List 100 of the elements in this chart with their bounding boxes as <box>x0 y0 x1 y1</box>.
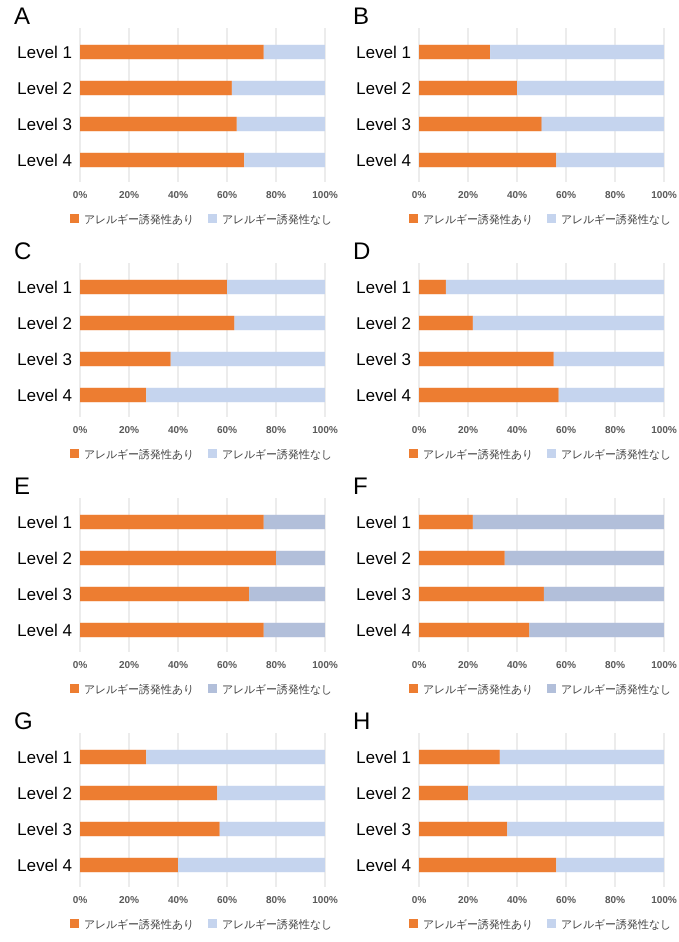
bar <box>544 586 664 602</box>
x-tick-label: 80% <box>266 660 286 671</box>
y-tick-label: Level 4 <box>356 151 411 170</box>
bar <box>264 622 325 638</box>
bar <box>419 280 446 294</box>
bar <box>504 550 664 566</box>
bar <box>419 822 508 836</box>
y-tick-label: Level 3 <box>356 585 411 604</box>
legend-label: アレルギー誘発性なし <box>561 213 671 226</box>
x-tick-label: 40% <box>168 190 188 201</box>
x-tick-label: 0% <box>72 190 88 201</box>
bar <box>472 316 664 330</box>
y-tick-label: Level 2 <box>356 784 411 803</box>
bar <box>542 116 664 132</box>
bar <box>419 152 556 168</box>
y-tick-label: Level 3 <box>356 820 411 839</box>
y-tick-label: Level 3 <box>17 585 72 604</box>
bar <box>80 44 264 60</box>
bar <box>419 622 530 638</box>
x-tick-label: 100% <box>312 895 338 906</box>
x-tick-label: 60% <box>216 425 238 436</box>
y-tick-label: Level 4 <box>17 856 72 875</box>
bar <box>554 352 664 366</box>
y-tick-label: Level 4 <box>356 386 411 405</box>
x-tick-label: 0% <box>72 660 88 671</box>
x-tick-label: 0% <box>412 895 426 906</box>
bar <box>558 388 664 402</box>
x-tick-label: 80% <box>604 190 626 201</box>
bar <box>80 280 227 294</box>
bar <box>146 388 325 402</box>
x-tick-label: 20% <box>118 895 140 906</box>
x-tick-label: 100% <box>651 660 677 671</box>
legend-label: アレルギー誘発性あり <box>84 918 194 931</box>
legend-label: アレルギー誘発性なし <box>222 213 332 226</box>
legend-label: アレルギー誘発性あり <box>84 213 194 226</box>
bar <box>146 750 325 764</box>
x-tick-label: 20% <box>458 895 478 906</box>
y-tick-label: Level 2 <box>17 549 72 568</box>
bar <box>80 822 220 836</box>
bar <box>276 550 325 566</box>
y-tick-label: Level 1 <box>356 43 411 62</box>
x-tick-label: 80% <box>266 425 286 436</box>
x-tick-label: 60% <box>216 660 238 671</box>
x-tick-label: 60% <box>216 190 238 201</box>
bar <box>419 586 544 602</box>
x-tick-label: 0% <box>72 895 88 906</box>
bar <box>236 116 325 132</box>
bar <box>419 44 490 60</box>
bar <box>80 388 146 402</box>
x-tick-label: 40% <box>506 895 528 906</box>
bar <box>472 514 664 530</box>
x-tick-label: 80% <box>604 660 626 671</box>
bar <box>220 822 325 836</box>
x-tick-label: 20% <box>118 190 140 201</box>
legend-label: アレルギー誘発性あり <box>423 918 533 931</box>
legend-label: アレルギー誘発性あり <box>84 448 194 461</box>
chart-title: C <box>14 238 32 265</box>
x-tick-label: 60% <box>216 895 238 906</box>
bar <box>178 858 325 872</box>
chart-title: D <box>353 238 370 265</box>
legend-label: アレルギー誘発性なし <box>222 683 332 696</box>
bar <box>264 514 325 530</box>
x-tick-label: 20% <box>118 425 140 436</box>
legend-label: アレルギー誘発性なし <box>222 448 332 461</box>
y-tick-label: Level 2 <box>356 79 411 98</box>
bar <box>80 152 244 168</box>
x-tick-label: 80% <box>266 190 286 201</box>
bar <box>507 822 664 836</box>
y-tick-label: Level 4 <box>17 151 72 170</box>
x-tick-label: 100% <box>651 895 677 906</box>
y-tick-label: Level 1 <box>17 43 72 62</box>
chart-title: F <box>353 473 368 500</box>
x-tick-label: 100% <box>651 190 677 201</box>
y-tick-label: Level 1 <box>356 278 411 297</box>
x-tick-label: 60% <box>556 895 576 906</box>
y-tick-label: Level 2 <box>17 314 72 333</box>
x-tick-label: 100% <box>312 425 338 436</box>
bar <box>80 786 218 800</box>
bar <box>419 858 556 872</box>
bar <box>227 280 325 294</box>
x-tick-label: 0% <box>412 190 426 201</box>
y-tick-label: Level 2 <box>356 549 411 568</box>
y-tick-label: Level 2 <box>356 314 411 333</box>
y-tick-label: Level 4 <box>17 386 72 405</box>
legend-label: アレルギー誘発性あり <box>84 683 194 696</box>
y-tick-label: Level 3 <box>17 115 72 134</box>
x-tick-label: 20% <box>458 660 478 671</box>
x-tick-label: 40% <box>168 895 188 906</box>
x-tick-label: 20% <box>458 190 478 201</box>
chart-title: B <box>353 3 370 30</box>
bar <box>468 786 664 800</box>
chart-title: E <box>14 473 30 500</box>
y-tick-label: Level 1 <box>17 278 72 297</box>
bar <box>80 116 237 132</box>
bar <box>490 44 664 60</box>
bar <box>419 550 505 566</box>
legend-label: アレルギー誘発性なし <box>222 918 332 931</box>
bar <box>446 280 664 294</box>
bar <box>419 750 500 764</box>
bar <box>244 152 325 168</box>
